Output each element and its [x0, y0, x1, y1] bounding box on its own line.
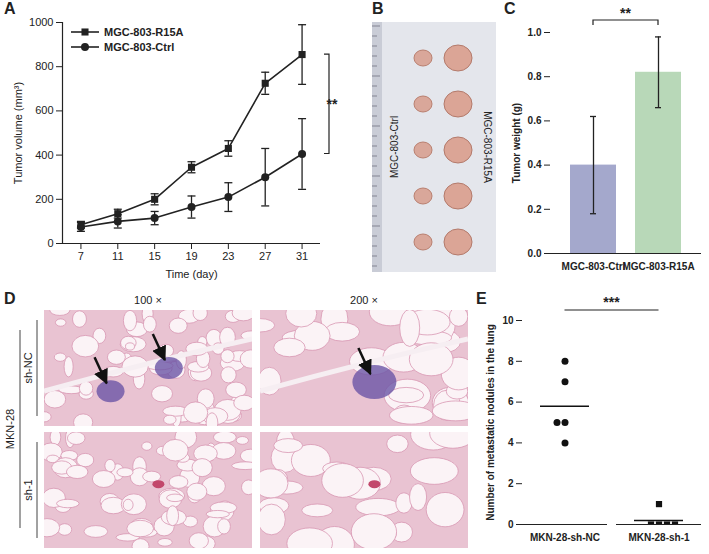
- svg-text:0.0: 0.0: [528, 248, 542, 259]
- svg-text:sh-1: sh-1: [22, 479, 34, 500]
- svg-text:200: 200: [35, 193, 53, 205]
- svg-text:6: 6: [508, 396, 514, 407]
- svg-text:Time (day): Time (day): [165, 268, 217, 280]
- svg-text:0.4: 0.4: [528, 159, 542, 170]
- svg-text:23: 23: [222, 250, 234, 262]
- html-text:MGC-803-Ctrl: MGC-803-Ctrl: [104, 40, 175, 53]
- svg-text:Number of metastatic nodules i: Number of metastatic nodules in the lung: [485, 324, 496, 521]
- svg-text:1.0: 1.0: [528, 27, 542, 38]
- svg-text:0: 0: [47, 237, 53, 249]
- svg-text:MGC-803-Ctrl: MGC-803-Ctrl: [389, 116, 400, 178]
- svg-text:***: ***: [603, 294, 620, 310]
- svg-text:MKN-28: MKN-28: [4, 409, 16, 449]
- html-text:D: D: [4, 290, 16, 307]
- svg-text:4: 4: [508, 437, 514, 448]
- svg-text:11: 11: [112, 250, 123, 262]
- svg-text:10: 10: [502, 315, 514, 326]
- svg-text:MGC-803-R15A: MGC-803-R15A: [482, 111, 493, 183]
- svg-text:600: 600: [35, 104, 53, 116]
- svg-text:27: 27: [259, 250, 271, 262]
- html-text:C: C: [504, 0, 516, 17]
- svg-text:sh-NC: sh-NC: [22, 352, 34, 383]
- svg-text:31: 31: [296, 250, 308, 262]
- svg-text:MKN-28-sh-NC: MKN-28-sh-NC: [530, 532, 600, 543]
- svg-text:800: 800: [35, 60, 53, 72]
- svg-text:**: **: [327, 96, 338, 112]
- svg-text:MKN-28-sh-1: MKN-28-sh-1: [628, 532, 690, 543]
- svg-text:2: 2: [508, 478, 514, 489]
- svg-text:0: 0: [508, 519, 514, 530]
- html-text:B: B: [372, 0, 384, 17]
- svg-text:15: 15: [149, 250, 161, 262]
- html-text:E: E: [476, 290, 487, 307]
- svg-text:Tumor volume (mm³): Tumor volume (mm³): [12, 82, 24, 184]
- svg-text:MGC-803-Ctrl: MGC-803-Ctrl: [562, 261, 626, 272]
- html-text:A: A: [4, 0, 16, 17]
- svg-text:0.8: 0.8: [528, 71, 542, 82]
- html-text:MGC-803-R15A: MGC-803-R15A: [104, 25, 184, 38]
- svg-text:400: 400: [35, 149, 53, 161]
- svg-text:100 ×: 100 ×: [134, 294, 162, 306]
- svg-text:1000: 1000: [29, 16, 53, 28]
- svg-text:MGC-803-R15A: MGC-803-R15A: [622, 261, 694, 272]
- svg-text:8: 8: [508, 356, 514, 367]
- svg-text:0.2: 0.2: [528, 204, 542, 215]
- svg-text:Tumor weight (g): Tumor weight (g): [511, 103, 522, 183]
- svg-text:200 ×: 200 ×: [350, 294, 378, 306]
- svg-text:**: **: [620, 5, 631, 21]
- svg-text:7: 7: [78, 250, 84, 262]
- svg-text:19: 19: [185, 250, 197, 262]
- svg-text:0.6: 0.6: [528, 115, 542, 126]
